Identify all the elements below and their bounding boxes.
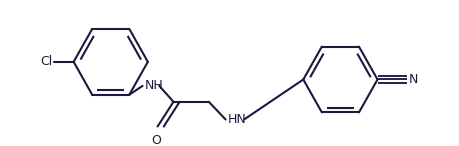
Text: Cl: Cl bbox=[40, 55, 52, 68]
Text: NH: NH bbox=[145, 79, 163, 92]
Text: HN: HN bbox=[228, 113, 246, 126]
Text: N: N bbox=[408, 73, 417, 86]
Text: O: O bbox=[151, 134, 160, 146]
